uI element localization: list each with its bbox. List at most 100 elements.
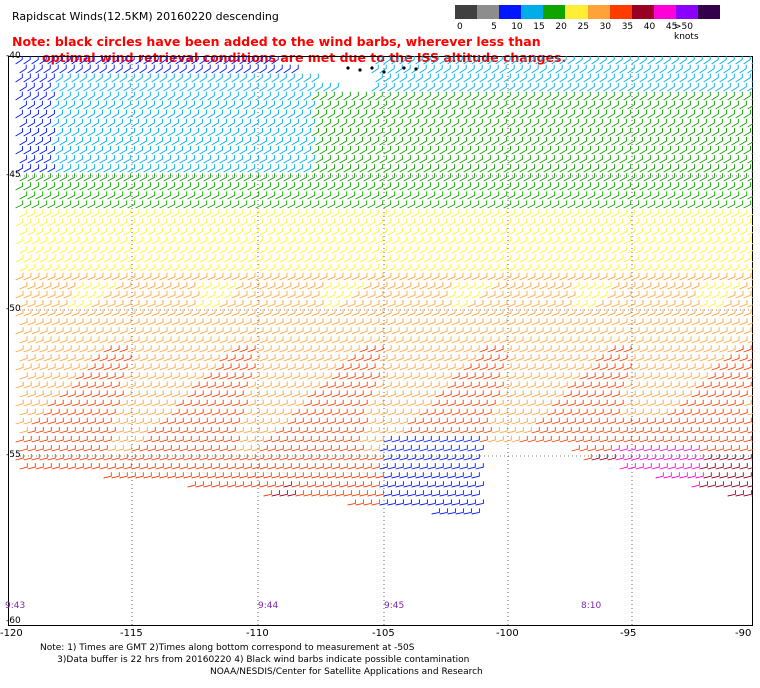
wind-barb: [655, 109, 663, 119]
wind-barb: [391, 91, 399, 101]
wind-barb: [695, 417, 704, 425]
wind-barb: [343, 417, 352, 425]
wind-barb: [191, 399, 200, 407]
wind-barb: [35, 445, 44, 452]
wind-barb: [635, 263, 644, 272]
wind-barb: [191, 272, 200, 281]
wind-barb: [463, 164, 472, 173]
wind-barb: [711, 399, 720, 407]
wind-barb: [479, 109, 487, 119]
wind-barb: [723, 173, 732, 182]
wind-barb: [435, 281, 444, 290]
wind-barb: [239, 91, 247, 101]
wind-barb: [327, 435, 336, 443]
wind-barb: [719, 291, 728, 299]
wind-barb: [287, 236, 296, 245]
wind-barb: [339, 336, 348, 344]
wind-barb: [583, 345, 592, 353]
wind-barb: [103, 309, 112, 317]
wind-barb: [523, 155, 532, 164]
wind-barb: [195, 318, 204, 326]
wind-barb: [315, 318, 324, 326]
wind-barb: [59, 318, 68, 326]
wind-barb: [451, 173, 460, 182]
wind-barb: [647, 164, 656, 173]
wind-barb: [687, 182, 696, 191]
wind-barb: [59, 463, 68, 470]
wind-barb: [647, 327, 656, 335]
wind-barb: [419, 300, 428, 308]
wind-barb: [603, 426, 612, 434]
wind-barb: [95, 109, 103, 119]
wind-barb: [519, 182, 528, 191]
wind-barb: [483, 100, 491, 110]
wind-barb: [479, 435, 488, 443]
wind-barb: [127, 291, 136, 299]
wind-barb: [323, 155, 332, 164]
wind-barb: [159, 164, 168, 173]
wind-barb: [315, 481, 324, 488]
wind-barb: [711, 56, 719, 65]
wind-barb: [443, 445, 452, 452]
wind-barb: [307, 100, 315, 110]
wind-barb: [643, 354, 652, 362]
wind-barb: [675, 173, 684, 182]
wind-barb: [679, 399, 688, 407]
wind-barb: [183, 345, 192, 353]
wind-barb: [635, 100, 643, 110]
wind-barb: [359, 291, 368, 299]
wind-barb: [635, 191, 644, 200]
wind-barb: [639, 417, 648, 425]
wind-barb: [431, 272, 440, 281]
wind-barb: [647, 417, 656, 425]
wind-barb: [167, 91, 175, 101]
wind-barb: [639, 345, 648, 353]
wind-barb: [211, 300, 220, 308]
wind-barb: [663, 164, 672, 173]
wind-barb: [587, 426, 596, 434]
wind-barb: [63, 218, 72, 227]
wind-barb: [403, 191, 412, 200]
wind-barb: [47, 218, 56, 227]
wind-barb: [735, 73, 743, 83]
wind-barb: [179, 245, 188, 254]
wind-barb: [651, 445, 660, 452]
wind-barb: [75, 445, 84, 452]
wind-barb: [451, 191, 460, 200]
wind-barb: [211, 354, 220, 362]
wind-barb: [467, 499, 476, 506]
wind-barb: [447, 146, 455, 155]
wind-barb: [147, 390, 156, 398]
wind-barb: [231, 56, 239, 65]
wind-barb: [171, 245, 180, 254]
wind-barb: [627, 463, 636, 470]
legend-swatch: [653, 5, 676, 19]
wind-barb: [403, 463, 412, 470]
wind-barb: [351, 236, 360, 245]
wind-barb: [691, 390, 700, 398]
wind-barb: [419, 82, 427, 92]
wind-barb: [279, 146, 287, 155]
wind-barb: [307, 445, 316, 452]
wind-barb: [415, 417, 424, 425]
wind-barb: [515, 390, 524, 398]
wind-barb: [683, 191, 692, 200]
wind-barb: [539, 408, 548, 416]
wind-barb: [471, 309, 480, 317]
wind-barb: [667, 336, 676, 344]
wind-barb: [199, 399, 208, 407]
wind-barb: [275, 191, 284, 200]
wind-barb: [567, 254, 576, 263]
wind-barb: [47, 454, 56, 461]
wind-barb: [659, 82, 667, 92]
wind-barb: [599, 128, 607, 137]
wind-barb: [331, 155, 340, 164]
wind-barb: [211, 336, 220, 344]
wind-barb: [651, 227, 660, 236]
wind-barb: [219, 372, 228, 380]
wind-barb: [627, 245, 636, 254]
wind-barb: [495, 200, 504, 209]
wind-barb: [359, 200, 368, 209]
wind-barb: [487, 109, 495, 119]
wind-barb: [171, 463, 180, 470]
